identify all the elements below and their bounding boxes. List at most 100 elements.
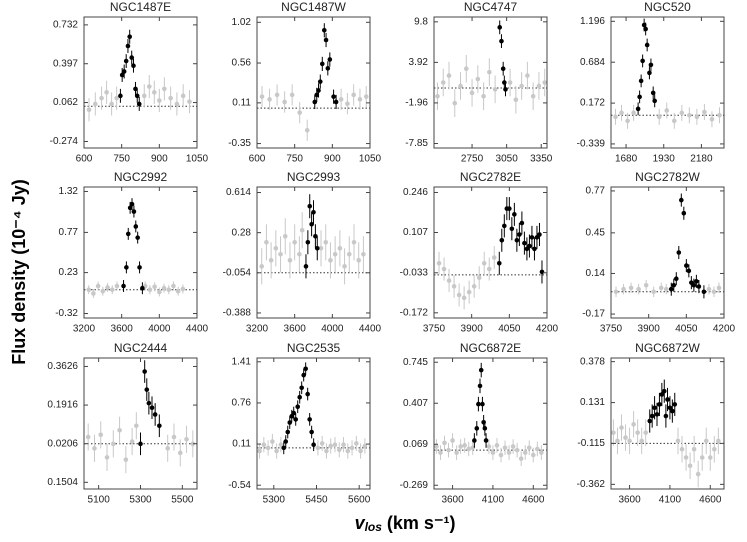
data-point bbox=[319, 441, 325, 446]
panel-title: NGC2993 bbox=[287, 170, 341, 184]
panel: NGC2782W -0.17 0.14 0.45 0.77 3750 3900 4050 420… bbox=[582, 170, 735, 334]
data-point bbox=[278, 252, 283, 257]
data-point bbox=[650, 90, 656, 96]
y-tick-label: 0.397 bbox=[53, 58, 78, 69]
data-point bbox=[474, 426, 480, 431]
plot-frame bbox=[256, 186, 371, 319]
data-point bbox=[440, 80, 446, 85]
data-point bbox=[671, 118, 677, 124]
data-point bbox=[305, 391, 310, 397]
data-point bbox=[292, 239, 297, 245]
data-point bbox=[104, 90, 109, 95]
data-point bbox=[530, 452, 536, 458]
data-point bbox=[613, 289, 619, 295]
y-tick-label: 0.45 bbox=[586, 227, 606, 238]
y-tick-label: 0.28 bbox=[232, 227, 252, 238]
data-point bbox=[171, 283, 176, 289]
x-label-symbol: v bbox=[355, 513, 366, 533]
data-point bbox=[328, 258, 333, 263]
data-point bbox=[703, 438, 709, 444]
data-point bbox=[436, 260, 442, 266]
data-point bbox=[297, 252, 302, 257]
data-point bbox=[98, 432, 104, 438]
data-point bbox=[109, 101, 114, 107]
data-point bbox=[469, 90, 475, 96]
y-tick-label: 0.131 bbox=[580, 397, 605, 408]
data-point bbox=[654, 412, 660, 417]
data-point bbox=[441, 266, 447, 272]
data-point bbox=[100, 288, 106, 294]
y-tick-label: 0.23 bbox=[59, 267, 79, 278]
data-point bbox=[621, 286, 626, 292]
plot-frame bbox=[256, 357, 371, 490]
y-tick-label: -0.35 bbox=[228, 138, 251, 149]
data-point bbox=[648, 62, 654, 68]
data-point bbox=[149, 405, 155, 410]
data-point bbox=[651, 289, 656, 295]
y-tick-label: -0.033 bbox=[400, 267, 429, 278]
x-tick-label: 4400 bbox=[186, 324, 209, 335]
data-point bbox=[278, 442, 284, 448]
data-point bbox=[131, 63, 136, 68]
data-point bbox=[305, 239, 311, 245]
y-tick-label: 0.172 bbox=[580, 98, 605, 109]
data-point bbox=[512, 212, 517, 217]
y-tick-label: -0.172 bbox=[400, 307, 429, 318]
data-point bbox=[141, 93, 147, 99]
data-point bbox=[500, 66, 506, 72]
data-point bbox=[267, 97, 272, 102]
panel: NGC2444 0.1504 0.0206 0.1916 0.3626 5100 5300 5… bbox=[47, 341, 198, 506]
data-point bbox=[299, 227, 305, 233]
data-point bbox=[661, 388, 667, 394]
y-tick-label: 0.1916 bbox=[47, 400, 78, 411]
data-point bbox=[336, 447, 342, 453]
data-point bbox=[337, 245, 343, 251]
y-tick-label: 1.196 bbox=[580, 16, 605, 27]
data-point bbox=[522, 240, 527, 246]
data-point bbox=[483, 438, 489, 443]
data-point bbox=[482, 426, 488, 431]
data-point bbox=[699, 455, 705, 460]
data-point bbox=[121, 69, 127, 74]
data-point bbox=[129, 55, 135, 60]
data-point bbox=[672, 402, 678, 407]
data-point bbox=[314, 245, 320, 251]
data-point bbox=[532, 246, 537, 252]
data-point bbox=[105, 285, 110, 290]
data-point bbox=[475, 76, 481, 82]
data-point bbox=[171, 434, 177, 440]
x-tick-label: 2180 bbox=[690, 154, 713, 165]
data-point bbox=[118, 93, 123, 99]
data-point bbox=[706, 286, 712, 292]
data-point bbox=[321, 27, 327, 33]
data-point bbox=[259, 264, 265, 269]
data-point bbox=[129, 439, 135, 444]
data-point bbox=[309, 429, 314, 435]
data-point bbox=[694, 279, 699, 284]
data-point bbox=[481, 260, 487, 266]
x-tick-label: 600 bbox=[249, 154, 266, 165]
data-point bbox=[109, 287, 115, 293]
data-point bbox=[157, 98, 162, 103]
y-tick-label: -0.32 bbox=[55, 308, 78, 319]
data-point bbox=[687, 112, 692, 118]
data-point bbox=[345, 448, 351, 454]
plot-frame bbox=[83, 16, 198, 149]
data-point bbox=[129, 201, 135, 207]
x-tick-label: 900 bbox=[151, 154, 168, 165]
data-point bbox=[324, 448, 329, 454]
x-tick-label: 4600 bbox=[699, 495, 722, 506]
data-point bbox=[667, 405, 673, 411]
y-tick-label: 0.76 bbox=[232, 398, 252, 409]
data-point bbox=[663, 286, 669, 292]
data-point bbox=[140, 285, 145, 291]
y-tick-label: 0.732 bbox=[53, 20, 78, 31]
data-point bbox=[133, 224, 139, 229]
x-tick-label: 1050 bbox=[359, 154, 382, 165]
data-point bbox=[283, 439, 289, 444]
y-tick-label: 0.56 bbox=[232, 58, 252, 69]
x-tick-label: 4000 bbox=[148, 324, 171, 335]
x-tick-label: 3600 bbox=[441, 495, 464, 506]
panel: NGC2992 -0.32 0.23 0.77 1.32 3200 3600 4000 4400 bbox=[55, 170, 208, 334]
data-point bbox=[92, 446, 97, 451]
